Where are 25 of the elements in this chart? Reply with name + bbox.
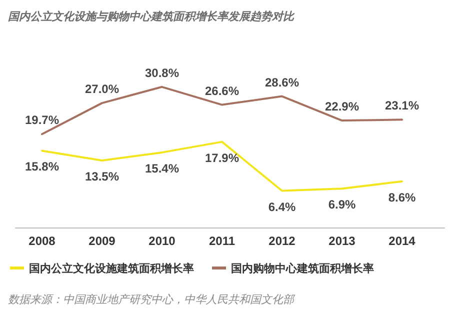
data-label: 30.8%	[144, 66, 180, 80]
data-label: 26.6%	[204, 84, 240, 98]
data-label: 8.6%	[388, 190, 416, 204]
data-label: 22.9%	[324, 100, 360, 114]
data-label: 15.8%	[24, 160, 60, 174]
data-label: 23.1%	[384, 98, 420, 113]
x-tick-label: 2013	[328, 234, 356, 248]
x-tick-label: 2014	[388, 234, 416, 248]
x-tick-label: 2009	[88, 234, 116, 248]
x-tick-label: 2012	[268, 234, 296, 248]
legend-label: 国内公立文化设施建筑面积增长率	[29, 262, 194, 275]
x-tick-label: 2008	[28, 234, 56, 248]
data-label: 28.6%	[264, 75, 300, 90]
chart-title: 国内公立文化设施与购物中心建筑面积增长率发展趋势对比	[8, 10, 295, 23]
data-label: 17.9%	[204, 150, 240, 165]
x-tick-label: 2010	[148, 234, 176, 248]
x-tick-label: 2011	[208, 234, 236, 248]
data-label: 15.4%	[144, 161, 180, 176]
data-label: 6.4%	[268, 200, 296, 214]
data-label: 13.5%	[84, 170, 120, 184]
data-label: 27.0%	[84, 82, 120, 96]
data-label: 19.7%	[24, 113, 60, 128]
legend-label: 国内购物中心建筑面积增长率	[231, 262, 374, 275]
source-note: 数据来源：中国商业地产研究中心，中华人民共和国文化部	[8, 293, 296, 306]
data-label: 6.9%	[328, 198, 356, 212]
